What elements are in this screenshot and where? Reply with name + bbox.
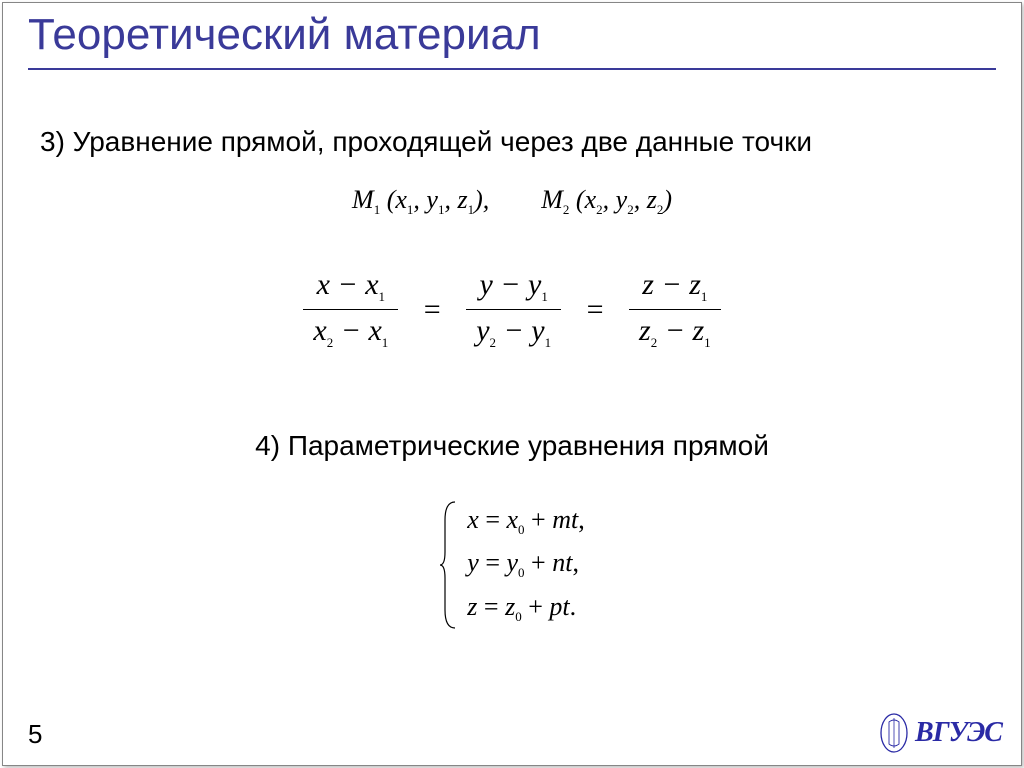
section-3-heading: 3) Уравнение прямой, проходящей через дв… xyxy=(40,126,812,158)
point-M2: M2 (x2, y2, z2) xyxy=(541,185,672,214)
param-eq-z: z = z0 + pt. xyxy=(467,594,584,623)
logo-emblem-icon xyxy=(879,712,909,754)
slide-frame xyxy=(2,2,1022,766)
canonical-line-equation: x − x1 x2 − x1 = y − y1 y2 − y1 = z − z1… xyxy=(0,268,1024,351)
point-M1: M1 (x1, y1, z1), xyxy=(352,185,489,214)
title-underline xyxy=(28,68,996,70)
logo: ВГУЭС xyxy=(879,712,1002,754)
section-4-heading: 4) Параметрические уравнения прямой xyxy=(0,430,1024,462)
page-number: 5 xyxy=(28,719,42,750)
fraction-x: x − x1 x2 − x1 xyxy=(303,268,398,351)
param-eq-x: x = x0 + mt, xyxy=(467,507,584,536)
fraction-z: z − z1 z2 − z1 xyxy=(629,268,721,351)
points-definition: M1 (x1, y1, z1), M2 (x2, y2, z2) xyxy=(0,185,1024,218)
left-brace-icon xyxy=(439,500,459,630)
parametric-equations: x = x0 + mt, y = y0 + nt, z = z0 + pt. xyxy=(0,500,1024,635)
param-eq-y: y = y0 + nt, xyxy=(467,550,584,579)
fraction-y: y − y1 y2 − y1 xyxy=(466,268,561,351)
logo-text: ВГУЭС xyxy=(915,717,1002,749)
slide-title: Теоретический материал xyxy=(28,10,541,60)
